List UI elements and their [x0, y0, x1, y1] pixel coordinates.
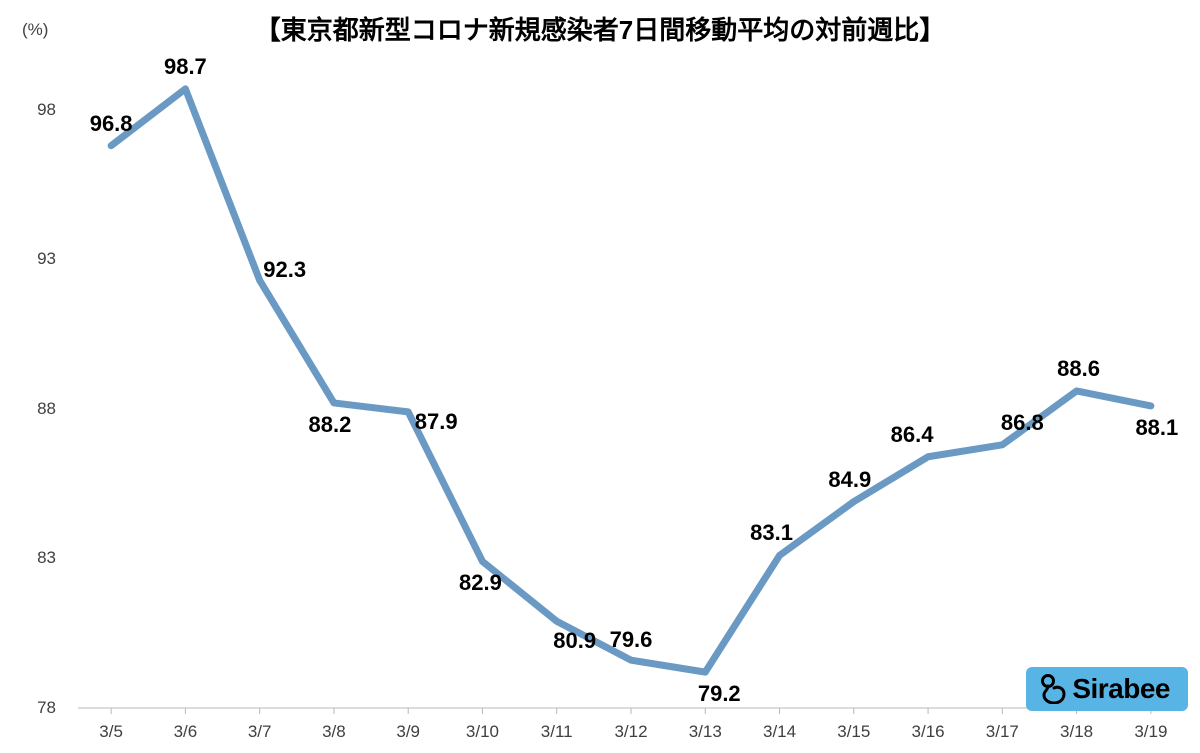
data-point-label: 80.9 — [553, 628, 596, 654]
x-tick-label: 3/6 — [174, 722, 198, 742]
x-tick-label: 3/5 — [99, 722, 123, 742]
line-chart: 【東京都新型コロナ新規感染者7日間移動平均の対前週比】 (%) 78838893… — [0, 0, 1200, 753]
data-point-label: 79.6 — [610, 627, 653, 653]
data-point-label: 82.9 — [459, 570, 502, 596]
data-point-label: 79.2 — [698, 681, 741, 707]
data-point-label: 86.8 — [1001, 410, 1044, 436]
x-tick-label: 3/7 — [248, 722, 272, 742]
x-tick-label: 3/14 — [763, 722, 796, 742]
y-tick-label: 78 — [16, 698, 56, 718]
x-tick-label: 3/10 — [466, 722, 499, 742]
data-point-label: 92.3 — [263, 257, 306, 283]
x-tick-label: 3/8 — [322, 722, 346, 742]
x-tick-label: 3/19 — [1134, 722, 1167, 742]
data-point-label: 84.9 — [828, 467, 871, 493]
y-tick-label: 83 — [16, 548, 56, 568]
x-tick-label: 3/17 — [986, 722, 1019, 742]
data-point-label: 83.1 — [750, 520, 793, 546]
chart-svg — [0, 0, 1200, 753]
sirabee-logo: Sirabee — [1026, 667, 1188, 711]
data-point-label: 88.1 — [1135, 415, 1178, 441]
sirabee-icon — [1040, 674, 1066, 704]
x-tick-label: 3/9 — [396, 722, 420, 742]
data-point-label: 88.2 — [309, 412, 352, 438]
x-tick-label: 3/11 — [541, 722, 573, 742]
data-point-label: 86.4 — [891, 422, 934, 448]
data-point-label: 98.7 — [164, 54, 207, 80]
data-point-label: 88.6 — [1057, 356, 1100, 382]
data-point-label: 96.8 — [90, 111, 133, 137]
x-tick-label: 3/15 — [837, 722, 870, 742]
sirabee-logo-text: Sirabee — [1072, 673, 1170, 705]
x-tick-label: 3/12 — [614, 722, 647, 742]
x-tick-label: 3/16 — [912, 722, 945, 742]
y-tick-label: 93 — [16, 249, 56, 269]
data-point-label: 87.9 — [415, 409, 458, 435]
x-tick-label: 3/18 — [1060, 722, 1093, 742]
y-tick-label: 98 — [16, 100, 56, 120]
x-tick-label: 3/13 — [689, 722, 722, 742]
y-tick-label: 88 — [16, 399, 56, 419]
